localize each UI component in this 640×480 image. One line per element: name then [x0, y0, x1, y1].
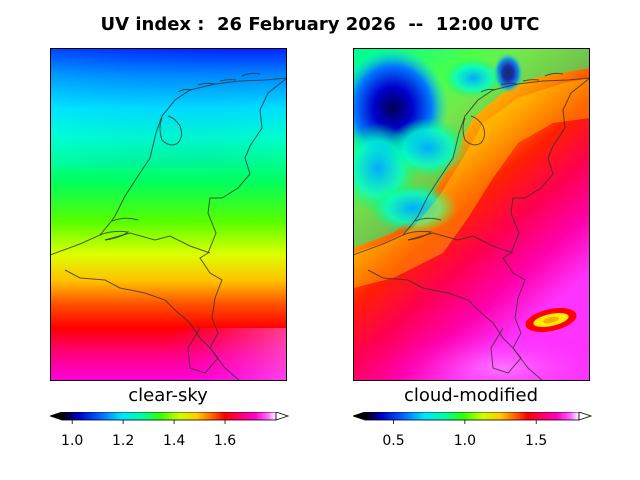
colorbar-tick-label: 1.0	[61, 433, 84, 449]
map-cloud-modified	[353, 48, 590, 381]
colorbar-ticks-2	[393, 420, 537, 424]
colorbar-tick-label: 1.4	[162, 433, 186, 449]
colorbar-clear-sky	[50, 412, 290, 424]
country-borders	[353, 72, 590, 381]
colorbar-tick-label: 1.0	[453, 433, 476, 449]
colorbar-tick-label: 1.2	[112, 433, 135, 449]
colorbar-tick-label: 0.5	[382, 433, 405, 449]
country-borders	[50, 72, 287, 381]
map-clear-sky	[50, 48, 287, 381]
colorbar-tick-label: 1.5	[525, 433, 548, 449]
panel-label-cloud-modified: cloud-modified	[403, 385, 539, 406]
colorbar-extend-max-icon	[275, 412, 290, 421]
colorbar-tick-label: 1.6	[213, 433, 237, 449]
chart-title: UV index : 26 February 2026 -- 12:00 UTC	[100, 14, 540, 35]
colorbar-extend-max-icon	[578, 412, 593, 421]
colorbar-ticks-1	[71, 420, 226, 424]
colorbar-extend-min-icon	[353, 412, 366, 421]
panel-label-clear-sky: clear-sky	[128, 385, 208, 406]
colorbar-extend-min-icon	[50, 412, 63, 421]
colorbar-cloud-modified	[353, 412, 593, 424]
